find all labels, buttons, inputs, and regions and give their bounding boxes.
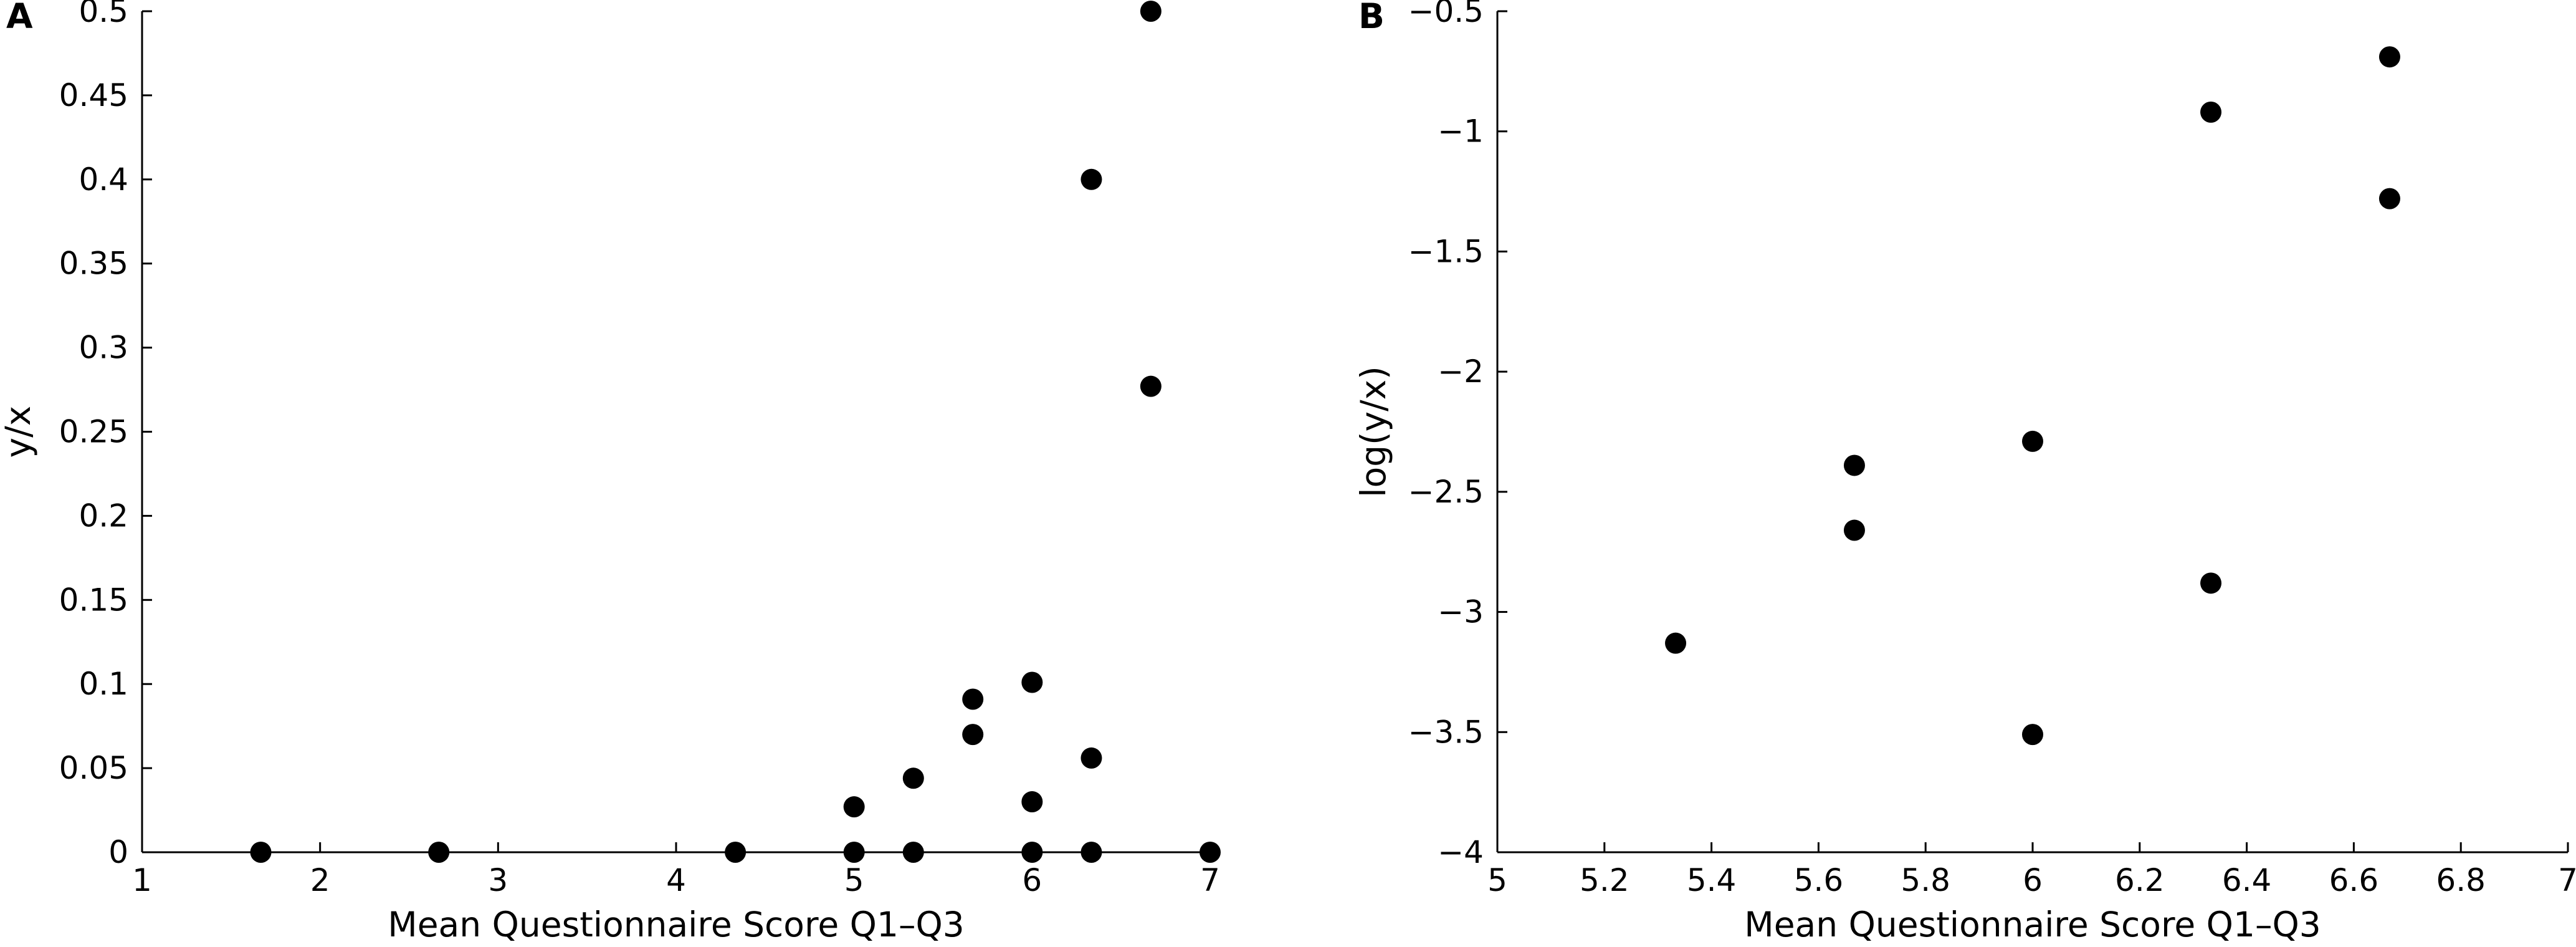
y-tick-label: −2 <box>1438 353 1484 390</box>
data-point <box>1080 168 1102 190</box>
y-tick-label: 0.1 <box>79 666 128 702</box>
data-point <box>1665 632 1687 654</box>
y-tick-label: −3.5 <box>1408 714 1484 750</box>
data-point <box>1200 842 1221 863</box>
data-point <box>1021 842 1043 863</box>
y-tick-label: 0.5 <box>79 0 128 29</box>
x-tick-label: 5.6 <box>1794 862 1844 898</box>
data-point <box>2022 724 2043 746</box>
data-point <box>1080 747 1102 769</box>
y-tick-label: 0.25 <box>59 414 128 450</box>
panel-label: B <box>1358 0 1385 36</box>
panel-b: 5 5.2 5.4 5.6 5.8 6 6.2 6.4 6.6 6.8 7 −4 −3.5 −3 −2.5 −… <box>1353 0 2576 945</box>
data-point <box>843 842 865 863</box>
data-point <box>428 842 450 863</box>
x-tick-label: 6.2 <box>2115 862 2165 898</box>
data-point <box>2200 101 2222 123</box>
y-tick-label: −1 <box>1438 113 1484 150</box>
data-point <box>2378 46 2400 68</box>
data-point <box>1021 791 1043 813</box>
data-point <box>2200 572 2222 594</box>
y-tick-label: −4 <box>1438 834 1484 870</box>
data-point <box>843 796 865 818</box>
y-axis-label: log(y/x) <box>1353 366 1393 497</box>
x-tick-label: 6.4 <box>2222 862 2272 898</box>
x-axis-label: Mean Questionnaire Score Q1–Q3 <box>388 905 965 945</box>
y-tick-label: 0.2 <box>79 498 128 534</box>
data-point <box>250 842 272 863</box>
y-tick-label: −2.5 <box>1408 474 1484 510</box>
x-tick-label: 6.8 <box>2436 862 2486 898</box>
data-point <box>902 842 924 863</box>
y-tick-label: 0.05 <box>59 750 128 786</box>
data-point <box>902 767 924 789</box>
panel-label: A <box>6 0 33 36</box>
y-axis-label: y/x <box>0 406 38 458</box>
x-tick-label: 4 <box>666 862 686 898</box>
x-axis-label: Mean Questionnaire Score Q1–Q3 <box>1744 905 2321 945</box>
y-tick-label: 0.15 <box>59 582 128 618</box>
y-tick-label: −0.5 <box>1408 0 1484 29</box>
x-tick-label: 5.8 <box>1901 862 1950 898</box>
data-point <box>1140 375 1162 397</box>
y-tick-label: 0.3 <box>79 330 128 366</box>
data-point <box>1843 454 1865 476</box>
y-tick-label: 0.35 <box>59 246 128 282</box>
x-tick-label: 5 <box>844 862 864 898</box>
x-tick-label: 6.6 <box>2329 862 2379 898</box>
x-tick-label: 3 <box>488 862 508 898</box>
y-tick-label: −3 <box>1438 594 1484 630</box>
x-tick-label: 5 <box>1487 862 1507 898</box>
y-tick-label: 0.45 <box>59 77 128 113</box>
data-point <box>962 724 984 746</box>
x-tick-label: 7 <box>1200 862 1220 898</box>
data-point <box>1140 1 1162 22</box>
data-point <box>2378 188 2400 209</box>
data-point <box>1021 671 1043 693</box>
y-tick-label: −1.5 <box>1408 233 1484 269</box>
y-tick-label: 0.4 <box>79 161 128 198</box>
data-point <box>962 688 984 710</box>
x-tick-label: 7 <box>2558 862 2576 898</box>
panel-a: 1 2 3 4 5 6 7 0 0.05 0.1 0.15 0.2 0.25 0.3 0.35 0.4 0.45… <box>0 0 1221 945</box>
data-point <box>1843 519 1865 541</box>
data-point <box>725 842 747 863</box>
x-tick-label: 1 <box>132 862 152 898</box>
x-tick-label: 5.4 <box>1687 862 1737 898</box>
y-tick-label: 0 <box>108 834 128 870</box>
x-tick-label: 6 <box>2023 862 2043 898</box>
x-tick-label: 5.2 <box>1580 862 1629 898</box>
x-tick-label: 6 <box>1022 862 1042 898</box>
data-point <box>1080 842 1102 863</box>
x-tick-label: 2 <box>310 862 330 898</box>
data-point <box>2022 430 2043 452</box>
